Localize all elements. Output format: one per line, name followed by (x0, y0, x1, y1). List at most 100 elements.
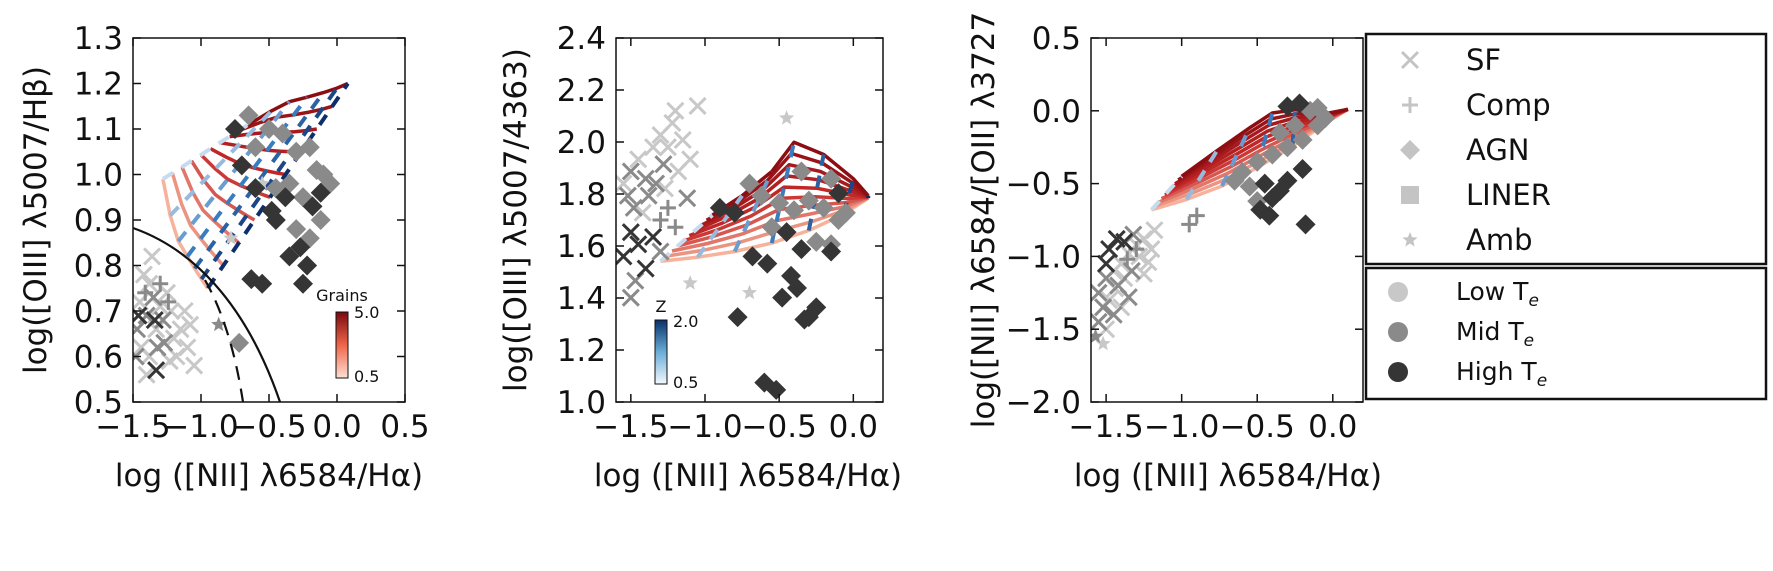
x-tick-label: −1.0 (163, 409, 238, 445)
data-point (652, 212, 669, 228)
x-axis-label: log ([NII] λ6584/Hα) (115, 458, 423, 494)
model-grid (161, 81, 350, 290)
legend-label: LINER (1466, 178, 1551, 212)
data-point (658, 138, 677, 157)
legend-item: Mid Te (1388, 317, 1534, 351)
data-point (175, 301, 194, 321)
panel-1: −1.5−1.0−0.5 0.0 0.5 0.5 0.6 0.7 0.8 0.9 1.0 1.1 1… (18, 21, 430, 494)
y-axis-label: log([OIII] λ5007/Hβ) (18, 66, 54, 374)
data-point (310, 210, 331, 230)
data-point (616, 174, 633, 193)
model-metallicity-line (185, 95, 309, 258)
data-point (644, 227, 663, 247)
data-point (621, 288, 640, 307)
data-point (1139, 253, 1158, 272)
data-point (306, 159, 327, 180)
data-point (646, 174, 666, 193)
data-point (828, 183, 849, 204)
colorbar-max-label: 2.0 (673, 312, 698, 331)
legend-temperature: Low Te Mid Te High Te (1364, 266, 1768, 401)
data-point (152, 275, 169, 292)
legend-frame (1364, 266, 1768, 401)
data-point (1130, 247, 1149, 266)
data-point (724, 202, 745, 223)
data-point (211, 316, 227, 332)
data-point (779, 110, 795, 125)
diamond-marker-icon (1400, 140, 1420, 160)
data-point (688, 96, 707, 116)
data-point (229, 332, 250, 353)
legend-label: Mid Te (1456, 317, 1534, 351)
y-tick-label: 1.0 (557, 385, 606, 421)
data-point (639, 186, 658, 205)
x-tick-label: −1.0 (1144, 409, 1219, 445)
plus-marker-icon (1402, 97, 1418, 113)
x-tick-label: −0.5 (231, 409, 306, 445)
legend-item: Comp (1402, 88, 1551, 122)
data-point (681, 150, 700, 169)
legend-label: SF (1466, 43, 1501, 77)
data-point (813, 197, 834, 218)
y-tick-label: 0.9 (74, 203, 123, 239)
y-tick-label: 0.7 (74, 294, 123, 330)
panel-2: −1.5−1.0−0.5 0.01.01.21.41.61.82.02.22.4 … (498, 21, 902, 494)
legend-label: Amb (1466, 223, 1533, 257)
plot-frame (1090, 37, 1364, 403)
model-metallicity-line (732, 170, 774, 253)
data-point (181, 315, 200, 334)
data-point (806, 231, 827, 252)
data-point (1094, 298, 1113, 317)
model-metallicity-line (168, 109, 274, 217)
data-point (286, 219, 307, 240)
data-point (225, 119, 245, 139)
data-point (791, 161, 812, 182)
colorbar-metallicity: Z 2.0 0.5 (654, 297, 698, 392)
data-point (293, 273, 313, 294)
data-point (806, 297, 827, 318)
data-point (741, 284, 758, 300)
data-point (1119, 288, 1138, 307)
data-point (673, 130, 692, 149)
legend-marker-types: SF Comp AGN LINER Amb (1364, 32, 1768, 266)
data-point (1188, 207, 1205, 224)
data-point (772, 287, 793, 308)
y-axis-label: log([OIII] λ5007/4363) (498, 48, 534, 392)
data-point (798, 190, 819, 211)
legend-frame (1364, 32, 1768, 266)
model-metallicity-line (199, 86, 339, 281)
data-point (621, 162, 640, 181)
y-tick-label: 0.5 (1032, 21, 1081, 57)
x-tick-label: 0.0 (829, 409, 878, 445)
y-tick-label: 2.2 (557, 73, 606, 109)
scatter-points (616, 96, 856, 400)
y-tick-label: 1.0 (74, 158, 123, 194)
model-metallicity-line (769, 141, 796, 244)
model-metallicity-line (176, 100, 291, 243)
data-point (1097, 269, 1116, 288)
star-marker-icon (1402, 232, 1418, 247)
legend-item: AGN (1400, 133, 1530, 167)
x-axis-label: log ([NII] λ6584/Hα) (1074, 458, 1382, 494)
x-axis-label: log ([NII] λ6584/Hα) (594, 458, 902, 494)
data-point (757, 253, 778, 274)
plot-frame (615, 37, 884, 403)
data-point (636, 169, 655, 188)
y-tick-label: 0.0 (1032, 94, 1081, 130)
x-tick-label: 0.5 (380, 409, 429, 445)
data-point (1292, 159, 1313, 180)
legend-label: Low Te (1456, 277, 1539, 311)
data-point (1100, 240, 1119, 259)
data-point (621, 223, 640, 242)
data-point (1145, 221, 1164, 240)
x-tick-label: −0.5 (742, 409, 817, 445)
data-point (1091, 328, 1104, 343)
data-point (633, 203, 652, 222)
model-metallicity-line (193, 91, 326, 270)
legend-item: Amb (1402, 223, 1533, 257)
kauffmann-demarcation-line (204, 279, 245, 402)
model-metallicity-line (1149, 174, 1184, 212)
data-point (655, 179, 675, 198)
data-point (155, 333, 174, 352)
data-point (659, 199, 676, 216)
data-point (137, 284, 154, 301)
